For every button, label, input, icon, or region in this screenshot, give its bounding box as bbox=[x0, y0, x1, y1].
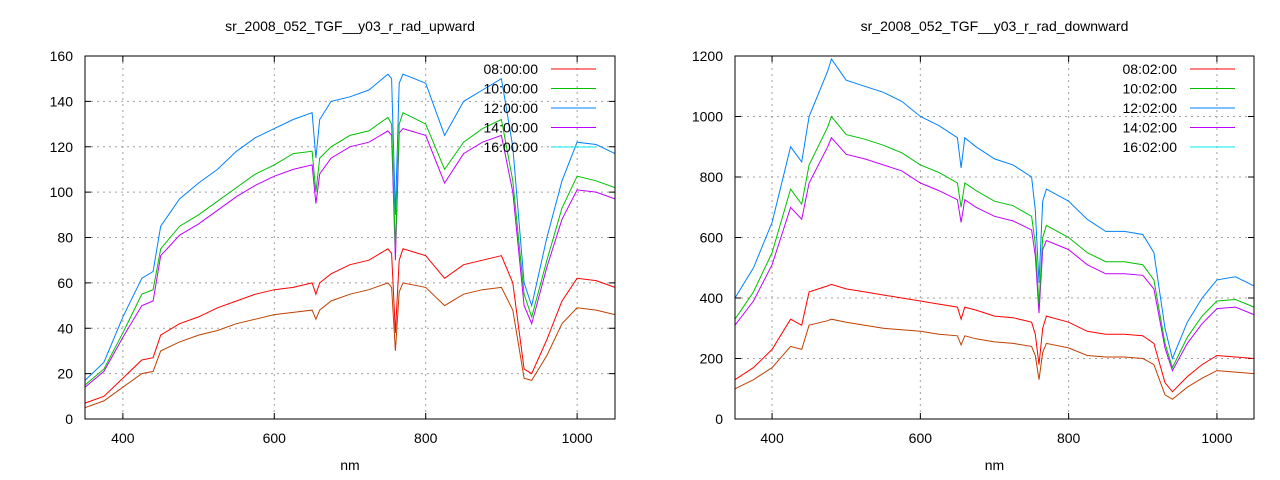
x-tick-label: 400 bbox=[111, 430, 135, 446]
chart-title: sr_2008_052_TGF__y03_r_rad_upward bbox=[225, 18, 475, 34]
y-tick-label: 1000 bbox=[692, 109, 723, 125]
y-tick-label: 140 bbox=[50, 93, 74, 109]
legend-label: 14:00:00 bbox=[484, 120, 539, 136]
x-tick-label: 600 bbox=[263, 430, 287, 446]
legend-label: 12:00:00 bbox=[484, 100, 539, 116]
legend-label: 14:02:00 bbox=[1123, 120, 1178, 136]
legend-label: 16:00:00 bbox=[484, 139, 539, 155]
x-tick-label: 1000 bbox=[1201, 430, 1232, 446]
chart-title: sr_2008_052_TGF__y03_r_rad_downward bbox=[861, 18, 1129, 34]
plot-frame bbox=[84, 55, 616, 420]
series-line-12-00-00 bbox=[84, 73, 616, 381]
y-tick-label: 60 bbox=[57, 275, 73, 291]
y-tick-label: 40 bbox=[57, 320, 73, 336]
x-tick-label: 1000 bbox=[562, 430, 593, 446]
legend-label: 10:00:00 bbox=[484, 81, 539, 97]
legend-label: 08:02:00 bbox=[1123, 61, 1178, 77]
y-tick-label: 100 bbox=[50, 184, 74, 200]
x-tick-label: 600 bbox=[909, 430, 933, 446]
y-tick-label: 0 bbox=[65, 411, 73, 427]
legend-label: 10:02:00 bbox=[1123, 81, 1178, 97]
y-tick-label: 600 bbox=[700, 230, 724, 246]
x-axis-label: nm bbox=[985, 457, 1004, 473]
y-tick-label: 160 bbox=[50, 48, 74, 64]
legend-label: 12:02:00 bbox=[1123, 100, 1178, 116]
series-line-08-02-00 bbox=[734, 283, 1255, 393]
series-line-14-02-00 bbox=[734, 136, 1255, 372]
legend-label: 16:02:00 bbox=[1123, 139, 1178, 155]
series-line-14-00-00 bbox=[84, 128, 616, 388]
series-line-10-00-00 bbox=[84, 111, 616, 386]
x-tick-label: 400 bbox=[760, 430, 784, 446]
series-line-10-02-00 bbox=[734, 115, 1255, 369]
legend-label: 08:00:00 bbox=[484, 61, 539, 77]
series-line-08-00-00 bbox=[84, 248, 616, 404]
y-tick-label: 0 bbox=[715, 411, 723, 427]
y-tick-label: 1200 bbox=[692, 48, 723, 64]
chart-panel-1: 0 200 400 600 800 1000 1200 400 600 800 1000 08:02:… bbox=[692, 18, 1255, 473]
series-line-unlabeled bbox=[734, 318, 1255, 400]
y-tick-label: 800 bbox=[700, 169, 724, 185]
series-line-12-02-00 bbox=[734, 57, 1255, 361]
y-tick-label: 200 bbox=[700, 351, 724, 367]
y-tick-label: 80 bbox=[57, 230, 73, 246]
y-tick-label: 120 bbox=[50, 139, 74, 155]
x-axis-label: nm bbox=[340, 457, 359, 473]
y-tick-label: 20 bbox=[57, 366, 73, 382]
x-tick-label: 800 bbox=[414, 430, 438, 446]
x-tick-label: 800 bbox=[1057, 430, 1081, 446]
series-line-unlabeled bbox=[84, 282, 616, 409]
chart-panel-0: 0 20 40 60 80 100 120 140 160 400 600 800 1000 08:00:… bbox=[50, 18, 616, 473]
plot-frame bbox=[734, 55, 1255, 420]
y-tick-label: 400 bbox=[700, 290, 724, 306]
